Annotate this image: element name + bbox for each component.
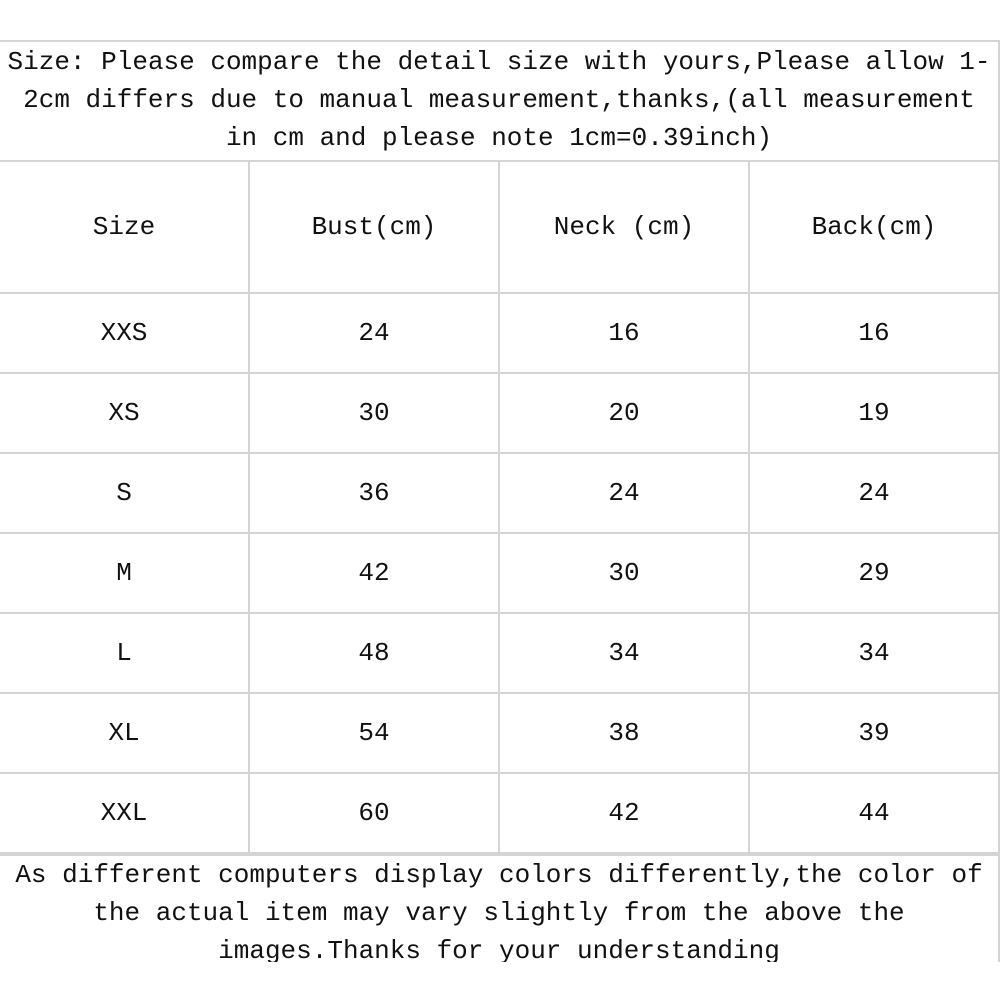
footer-note: As different computers display colors di…: [0, 854, 1000, 962]
cell-neck: 30: [498, 532, 750, 614]
cell-neck: 42: [498, 772, 750, 854]
intro-note: Size: Please compare the detail size wit…: [0, 40, 1000, 160]
cell-size: XL: [0, 692, 250, 774]
cell-neck: 34: [498, 612, 750, 694]
cell-back: 44: [748, 772, 1000, 854]
table-row: XXS 24 16 16: [0, 292, 1000, 374]
header-size: Size: [0, 160, 250, 294]
cell-neck: 24: [498, 452, 750, 534]
cell-bust: 54: [248, 692, 500, 774]
cell-back: 29: [748, 532, 1000, 614]
header-neck: Neck (cm): [498, 160, 750, 294]
cell-neck: 16: [498, 292, 750, 374]
cell-back: 16: [748, 292, 1000, 374]
table-row: XL 54 38 39: [0, 692, 1000, 774]
table-row: XS 30 20 19: [0, 372, 1000, 454]
cell-back: 34: [748, 612, 1000, 694]
header-bust: Bust(cm): [248, 160, 500, 294]
cell-bust: 42: [248, 532, 500, 614]
cell-bust: 60: [248, 772, 500, 854]
cell-back: 24: [748, 452, 1000, 534]
cell-size: XXS: [0, 292, 250, 374]
size-chart: Size: Please compare the detail size wit…: [0, 40, 1000, 962]
table-header-row: Size Bust(cm) Neck (cm) Back(cm): [0, 160, 1000, 294]
cell-size: XS: [0, 372, 250, 454]
table-row: S 36 24 24: [0, 452, 1000, 534]
cell-size: XXL: [0, 772, 250, 854]
cell-bust: 36: [248, 452, 500, 534]
cell-size: M: [0, 532, 250, 614]
table-row: XXL 60 42 44: [0, 772, 1000, 854]
cell-neck: 38: [498, 692, 750, 774]
cell-back: 19: [748, 372, 1000, 454]
cell-bust: 24: [248, 292, 500, 374]
cell-bust: 48: [248, 612, 500, 694]
cell-neck: 20: [498, 372, 750, 454]
cell-back: 39: [748, 692, 1000, 774]
header-back: Back(cm): [748, 160, 1000, 294]
table-row: L 48 34 34: [0, 612, 1000, 694]
table-row: M 42 30 29: [0, 532, 1000, 614]
cell-size: S: [0, 452, 250, 534]
cell-size: L: [0, 612, 250, 694]
size-table: Size Bust(cm) Neck (cm) Back(cm) XXS 24 16…: [0, 160, 1000, 854]
cell-bust: 30: [248, 372, 500, 454]
